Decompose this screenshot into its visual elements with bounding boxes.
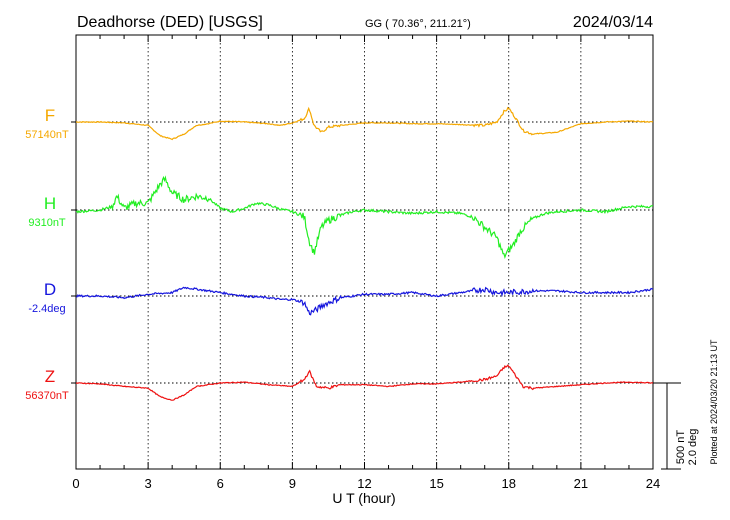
series-name-D: D [44, 280, 56, 299]
trace-H [75, 175, 654, 260]
trace-F [75, 106, 654, 141]
series-baseline-F: 57140nT [25, 129, 69, 141]
scale-label-nt: 500 nT [675, 430, 687, 465]
chart-title: Deadhorse (DED) [USGS] [77, 14, 263, 31]
plotted-note: Plotted at 2024/03/20 21:13 UT [709, 339, 719, 465]
x-axis-label: U T (hour) [332, 490, 395, 506]
scale-label-deg: 2.0 deg [687, 429, 699, 466]
x-tick-label-9: 9 [289, 476, 296, 491]
trace-D [75, 286, 654, 316]
series-name-F: F [45, 106, 55, 125]
trace-Z [75, 364, 654, 401]
series-baseline-H: 9310nT [28, 217, 66, 229]
x-tick-label-3: 3 [145, 476, 152, 491]
series-name-Z: Z [45, 367, 55, 386]
x-tick-label-0: 0 [72, 476, 79, 491]
x-ticks: 0 3 6 9 12 15 18 21 24 [72, 35, 660, 491]
baselines [71, 121, 653, 384]
vertical-grid [147, 35, 582, 469]
x-tick-label-12: 12 [357, 476, 371, 491]
scale-bar: 500 nT 2.0 deg [653, 382, 699, 470]
series-labels: F 57140nT H 9310nT D -2.4deg Z 56370nT [25, 106, 69, 402]
series-baseline-D: -2.4deg [28, 303, 65, 315]
chart-subtitle: GG ( 70.36°, 211.21°) [365, 18, 471, 30]
x-tick-label-15: 15 [429, 476, 443, 491]
series-baseline-Z: 56370nT [25, 390, 69, 402]
x-tick-label-18: 18 [502, 476, 516, 491]
series-name-H: H [44, 194, 56, 213]
x-tick-label-6: 6 [217, 476, 224, 491]
x-tick-label-24: 24 [646, 476, 660, 491]
traces [75, 106, 654, 401]
x-tick-label-21: 21 [574, 476, 588, 491]
chart-date: 2024/03/14 [573, 14, 653, 31]
